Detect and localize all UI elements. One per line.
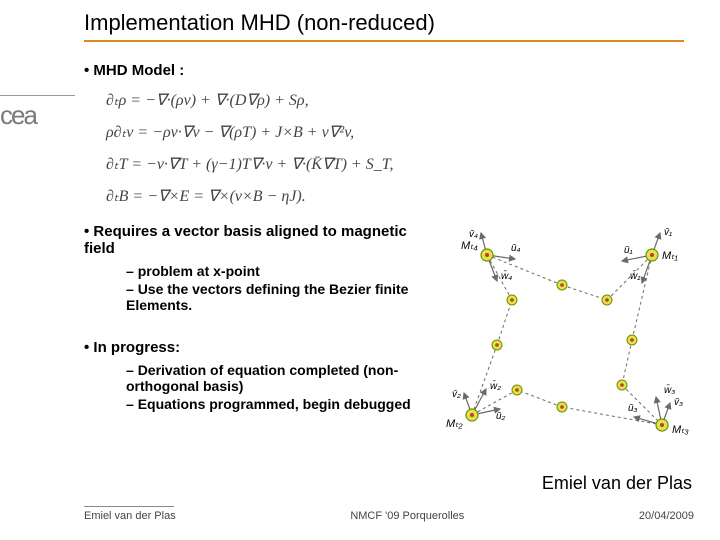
bullet-model: MHD Model : — [84, 62, 684, 79]
footer-right: 20/04/2009 — [639, 510, 694, 522]
equation-2: ρ∂ₜv = −ρv·∇v − ∇(ρT) + J×B + ν∇²v, — [106, 117, 684, 149]
footer-left: Emiel van der Plas — [84, 510, 176, 522]
bullet-prog-sub2: Equations programmed, begin debugged — [126, 396, 684, 412]
bullet-requires: Requires a vector basis aligned to magne… — [84, 223, 414, 257]
equations-block: ∂ₜρ = −∇·(ρv) + ∇·(D∇ρ) + Sρ, ρ∂ₜv = −ρv… — [106, 85, 684, 213]
footer: Emiel van der Plas NMCF '09 Porquerolles… — [84, 506, 694, 522]
bullet-progress: In progress: — [84, 339, 414, 356]
svg-text:Mₜ₃: Mₜ₃ — [672, 424, 689, 436]
bullet-req-sub2: Use the vectors defining the Bezier fini… — [126, 281, 456, 313]
footer-divider — [84, 506, 174, 507]
logo-box: cea — [0, 95, 75, 128]
author-credit: Emiel van der Plas — [542, 473, 692, 494]
bullet-prog-sub1: Derivation of equation completed (non-or… — [126, 362, 426, 394]
bullet-req-sub1: problem at x-point — [126, 263, 456, 279]
footer-center: NMCF '09 Porquerolles — [350, 510, 464, 522]
equation-4: ∂ₜB = −∇×E = ∇×(v×B − ηJ). — [106, 181, 684, 213]
equation-1: ∂ₜρ = −∇·(ρv) + ∇·(D∇ρ) + Sρ, — [106, 85, 684, 117]
slide-title-area: Implementation MHD (non-reduced) — [84, 10, 684, 42]
slide-body: MHD Model : ∂ₜρ = −∇·(ρv) + ∇·(D∇ρ) + Sρ… — [84, 52, 684, 414]
logo-text: cea — [0, 102, 75, 128]
equation-3: ∂ₜT = −v·∇T + (γ−1)T∇·v + ∇·(K̄∇T) + S_T… — [106, 149, 684, 181]
logo-divider — [0, 95, 75, 96]
slide-title: Implementation MHD (non-reduced) — [84, 10, 684, 42]
svg-text:Mₜ₂: Mₜ₂ — [446, 418, 463, 430]
